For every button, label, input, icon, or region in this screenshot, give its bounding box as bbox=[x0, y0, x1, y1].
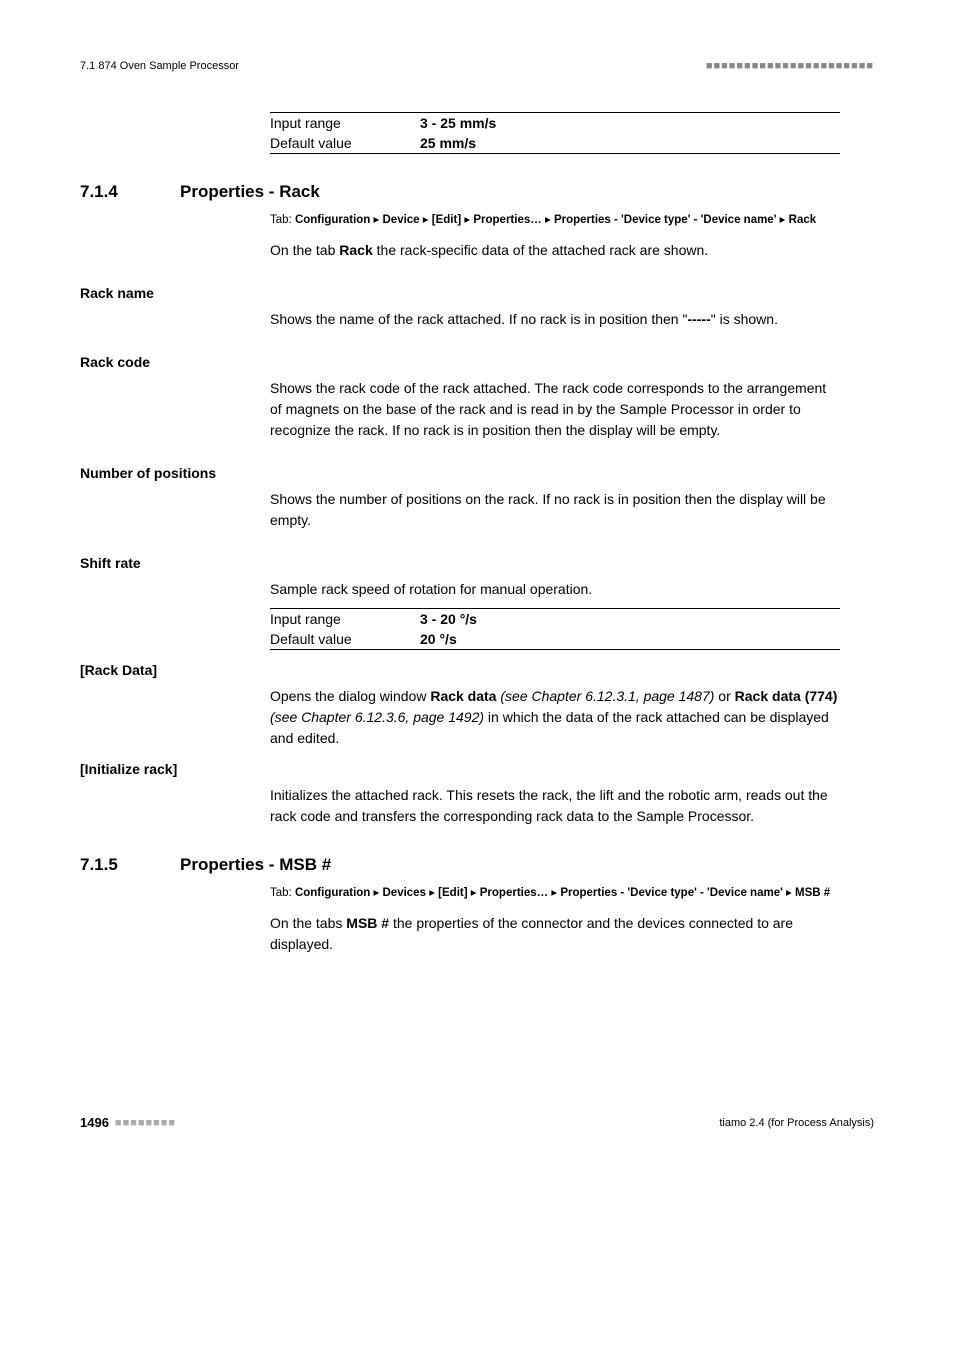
tab-path: Tab: Configuration ▸ Device ▸ [Edit] ▸ P… bbox=[270, 212, 840, 226]
field-label-init-rack: [Initialize rack] bbox=[80, 761, 874, 777]
field-label-rack-code: Rack code bbox=[80, 354, 874, 370]
text: the rack-specific data of the attached r… bbox=[373, 242, 708, 258]
text: Opens the dialog window bbox=[270, 688, 430, 704]
header-right-deco: ■■■■■■■■■■■■■■■■■■■■■■ bbox=[706, 60, 874, 72]
field-label-rack-data: [Rack Data] bbox=[80, 662, 874, 678]
footer-deco: ■■■■■■■■ bbox=[115, 1117, 176, 1129]
param-label: Default value bbox=[270, 133, 420, 154]
field-label-rack-name: Rack name bbox=[80, 285, 874, 301]
param-label: Input range bbox=[270, 609, 420, 630]
text: On the tab bbox=[270, 242, 339, 258]
tab-part: [Edit] bbox=[432, 214, 461, 226]
table-row: Default value 25 mm/s bbox=[270, 133, 840, 154]
param-table-intro: Input range 3 - 25 mm/s Default value 25… bbox=[270, 112, 840, 154]
page-footer: 1496 ■■■■■■■■ tiamo 2.4 (for Process Ana… bbox=[80, 1115, 874, 1130]
tab-part: Devices bbox=[383, 887, 426, 899]
body-text: Shows the name of the rack attached. If … bbox=[270, 309, 840, 330]
page-header: 7.1 874 Oven Sample Processor ■■■■■■■■■■… bbox=[80, 60, 874, 72]
rack-name-body: Shows the name of the rack attached. If … bbox=[270, 309, 840, 330]
param-label: Input range bbox=[270, 113, 420, 134]
tab-part: Properties… bbox=[473, 214, 541, 226]
section-714-body: Tab: Configuration ▸ Device ▸ [Edit] ▸ P… bbox=[270, 212, 840, 261]
text-bold: ----- bbox=[687, 311, 710, 327]
field-label-num-positions: Number of positions bbox=[80, 465, 874, 481]
tab-part: Device bbox=[383, 214, 420, 226]
text-bold: Rack data bbox=[430, 688, 496, 704]
text-italic: (see Chapter 6.12.3.6, page 1492) bbox=[270, 709, 484, 725]
param-value: 3 - 20 °/s bbox=[420, 611, 477, 627]
intro-text: On the tabs MSB # the properties of the … bbox=[270, 913, 840, 955]
num-positions-body: Shows the number of positions on the rac… bbox=[270, 489, 840, 531]
tab-part: [Edit] bbox=[438, 887, 467, 899]
tab-part: Properties… bbox=[480, 887, 548, 899]
param-label: Default value bbox=[270, 629, 420, 650]
body-text: Initializes the attached rack. This rese… bbox=[270, 785, 840, 827]
section-number: 7.1.5 bbox=[80, 855, 180, 875]
text-bold: Rack data (774) bbox=[735, 688, 838, 704]
text-italic: (see Chapter 6.12.3.1, page 1487) bbox=[496, 688, 714, 704]
rack-code-body: Shows the rack code of the rack attached… bbox=[270, 378, 840, 441]
tab-part: Properties - 'Device type' - 'Device nam… bbox=[560, 887, 783, 899]
table-row: Input range 3 - 25 mm/s bbox=[270, 113, 840, 134]
text: or bbox=[714, 688, 734, 704]
section-715-body: Tab: Configuration ▸ Devices ▸ [Edit] ▸ … bbox=[270, 885, 840, 955]
tab-prefix: Tab: bbox=[270, 887, 295, 899]
param-value: 3 - 25 mm/s bbox=[420, 115, 496, 131]
field-label-shift-rate: Shift rate bbox=[80, 555, 874, 571]
tab-part: MSB # bbox=[795, 887, 830, 899]
param-table-shift: Input range 3 - 20 °/s Default value 20 … bbox=[270, 608, 840, 650]
tab-part: Rack bbox=[789, 214, 817, 226]
footer-right: tiamo 2.4 (for Process Analysis) bbox=[719, 1117, 874, 1129]
intro-params: Input range 3 - 25 mm/s Default value 25… bbox=[270, 112, 840, 154]
text-bold: MSB # bbox=[346, 915, 389, 931]
rack-data-body: Opens the dialog window Rack data (see C… bbox=[270, 686, 840, 749]
tab-prefix: Tab: bbox=[270, 214, 295, 226]
intro-text: On the tab Rack the rack-specific data o… bbox=[270, 240, 840, 261]
section-heading-715: 7.1.5 Properties - MSB # bbox=[80, 855, 874, 875]
shift-rate-body: Sample rack speed of rotation for manual… bbox=[270, 579, 840, 650]
text-bold: Rack bbox=[339, 242, 372, 258]
table-row: Input range 3 - 20 °/s bbox=[270, 609, 840, 630]
tab-part: Configuration bbox=[295, 887, 370, 899]
section-title: Properties - MSB # bbox=[180, 855, 331, 875]
param-value: 20 °/s bbox=[420, 631, 457, 647]
footer-left: 1496 ■■■■■■■■ bbox=[80, 1115, 176, 1130]
tab-part: Properties - 'Device type' - 'Device nam… bbox=[554, 214, 777, 226]
header-left: 7.1 874 Oven Sample Processor bbox=[80, 60, 239, 72]
page-number: 1496 bbox=[80, 1115, 109, 1130]
section-heading-714: 7.1.4 Properties - Rack bbox=[80, 182, 874, 202]
tab-path: Tab: Configuration ▸ Devices ▸ [Edit] ▸ … bbox=[270, 885, 840, 899]
text: " is shown. bbox=[711, 311, 778, 327]
text: Shows the name of the rack attached. If … bbox=[270, 311, 687, 327]
body-text: Sample rack speed of rotation for manual… bbox=[270, 579, 840, 600]
table-row: Default value 20 °/s bbox=[270, 629, 840, 650]
body-text: Shows the rack code of the rack attached… bbox=[270, 378, 840, 441]
section-title: Properties - Rack bbox=[180, 182, 320, 202]
text: On the tabs bbox=[270, 915, 346, 931]
body-text: Opens the dialog window Rack data (see C… bbox=[270, 686, 840, 749]
body-text: Shows the number of positions on the rac… bbox=[270, 489, 840, 531]
tab-part: Configuration bbox=[295, 214, 370, 226]
init-rack-body: Initializes the attached rack. This rese… bbox=[270, 785, 840, 827]
param-value: 25 mm/s bbox=[420, 135, 476, 151]
section-number: 7.1.4 bbox=[80, 182, 180, 202]
